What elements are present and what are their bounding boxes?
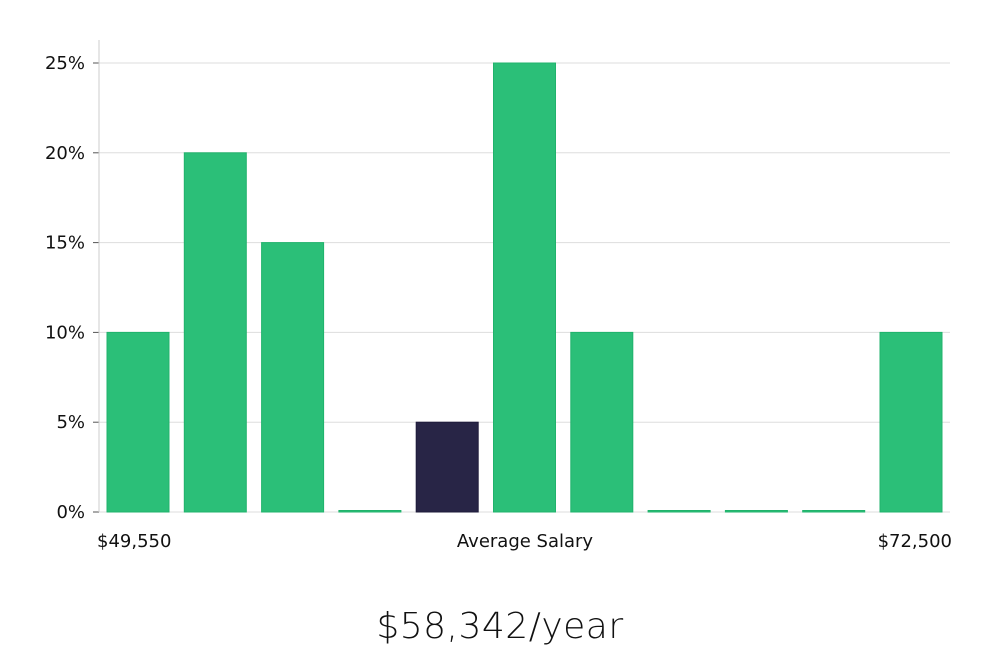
bar	[493, 62, 556, 513]
y-tick-label: 0%	[56, 502, 85, 523]
bar	[647, 510, 711, 513]
bars	[106, 62, 943, 513]
bar	[879, 331, 943, 513]
y-tick-label: 10%	[45, 322, 85, 343]
average-salary-value: $58,342/year	[376, 606, 624, 647]
bar	[261, 242, 325, 513]
y-tick-label: 5%	[56, 412, 85, 433]
bar	[338, 510, 402, 513]
salary-histogram: 0%5%10%15%20%25% $49,550 Average Salary …	[45, 40, 952, 552]
bar	[802, 510, 866, 513]
x-label-max: $72,500	[878, 531, 952, 552]
x-label-min: $49,550	[97, 531, 171, 552]
bar	[724, 510, 788, 513]
bar	[183, 152, 247, 513]
y-tick-label: 20%	[45, 143, 85, 164]
bar-average-highlight	[415, 421, 479, 513]
bar	[106, 331, 170, 513]
y-tick-label: 25%	[45, 53, 85, 74]
y-axis-ticks: 0% 5% 10% 15% 20% 25%	[45, 53, 99, 523]
x-label-average: Average Salary	[457, 531, 594, 552]
y-tick-label: 15%	[45, 233, 85, 254]
bar	[570, 331, 634, 513]
